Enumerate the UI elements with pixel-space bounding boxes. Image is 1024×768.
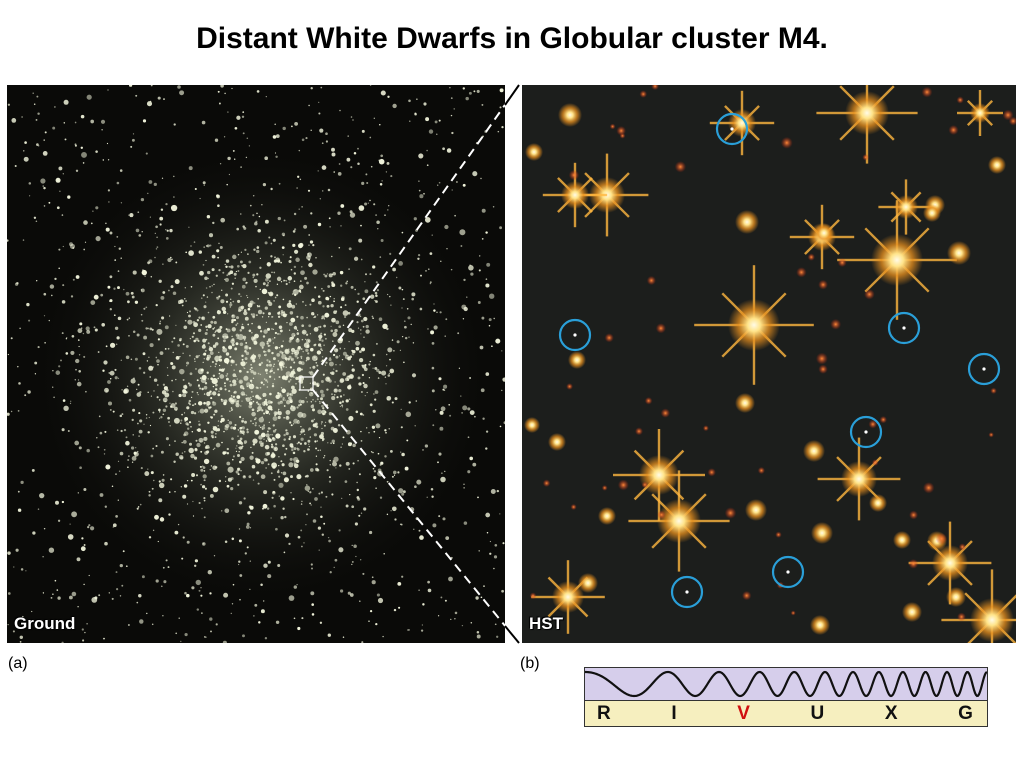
caption-a: (a)	[8, 655, 28, 672]
band-r: R	[597, 702, 611, 724]
band-v: V	[737, 702, 750, 724]
ground-star-field	[7, 85, 505, 643]
zoom-line-bottom-outside	[504, 625, 520, 644]
band-u: U	[810, 702, 825, 724]
hst-image-panel: HST	[522, 85, 1016, 643]
hst-image-label: HST	[529, 614, 563, 633]
hst-star-field	[524, 85, 1016, 643]
band-g: G	[958, 702, 973, 724]
spectrum-wave-area	[584, 668, 988, 700]
band-i: I	[671, 702, 677, 724]
spectrum-wave-icon	[584, 670, 988, 698]
ground-image-panel: Ground	[7, 85, 505, 643]
spectrum-band-labels: R I V U X G	[585, 700, 987, 726]
ground-image-label: Ground	[14, 614, 76, 633]
caption-b: (b)	[520, 655, 540, 672]
band-x: X	[884, 702, 898, 724]
page-title: Distant White Dwarfs in Globular cluster…	[196, 22, 828, 55]
zoom-line-top-outside	[504, 84, 520, 106]
spectrum-indicator: R I V U X G	[584, 667, 988, 727]
